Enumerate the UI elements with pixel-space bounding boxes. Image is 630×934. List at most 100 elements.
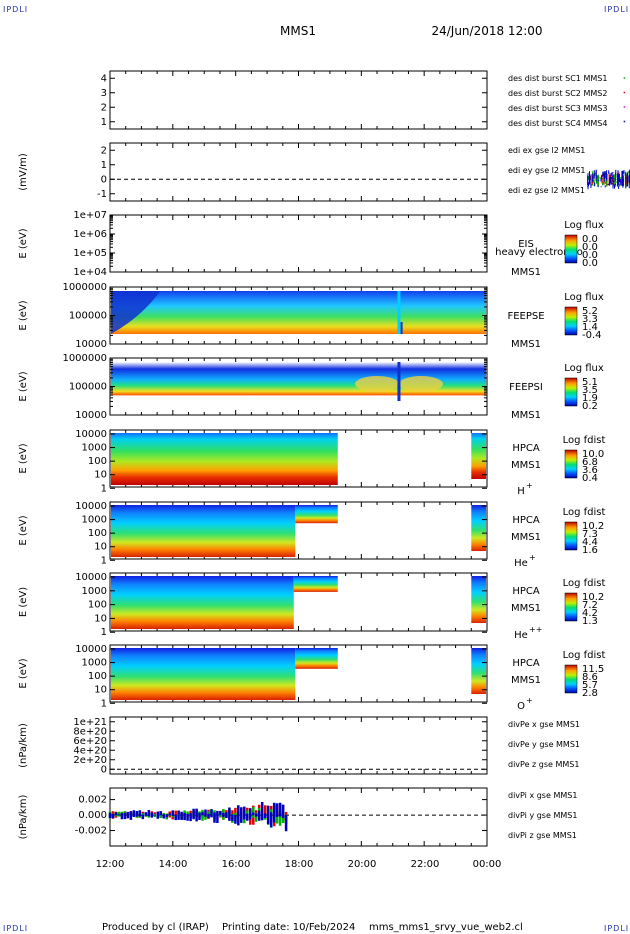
species-label: He [514, 558, 528, 569]
colorbar-tick-label: 5.1 [582, 377, 598, 388]
colorbar-tick-label: 4.2 [582, 608, 598, 619]
instrument-label: FEEPSI [509, 382, 543, 393]
plot-title: MMS1 [280, 24, 316, 38]
panel-burst: 1 2 3 4 des dist burst SC1 MMS1 des dist burs… [101, 70, 626, 130]
spectrogram-hpca_he2-tail [293, 576, 338, 592]
y-tick-label: 100 [88, 456, 107, 467]
panel-hpca_h: 10000 1000 100 10 1 E (eV) HPCA MMS1 H+ Log fdist… [18, 429, 605, 497]
instrument-label: EIS [518, 239, 534, 250]
burst-flag-mark [623, 120, 626, 123]
burst-flag-mark [623, 77, 626, 79]
instrument-label: FEEPSE [507, 311, 544, 322]
legend-entry: divPi y gse MMS1 [508, 811, 577, 820]
legend-entry: des dist burst SC3 MMS3 [508, 104, 607, 113]
panel-frame [109, 70, 488, 130]
legend-entry: edi ey gse l2 MMS1 [508, 166, 586, 175]
y-tick-label: 1000 [82, 658, 107, 669]
y-tick-label: 4 [101, 73, 107, 84]
y-tick-label: 100000 [69, 382, 107, 393]
y-axis-label: (nPa/km) [18, 795, 29, 840]
colorbar-tick-label: 3.3 [582, 314, 598, 325]
spectrogram-feepse-low [111, 291, 161, 334]
footer-script-name: mms_mms1_srvy_vue_web2.cl [369, 922, 523, 933]
y-tick-label: 10000 [75, 501, 107, 512]
corner-label-top-right: IPDLI [604, 5, 630, 14]
spectrogram-feepsi-stripe [397, 362, 401, 401]
footer-printing-date: Printing date: 10/Feb/2024 [222, 922, 355, 933]
spectrogram-hpca_o-tail [295, 648, 338, 669]
species-label: He [514, 630, 528, 641]
legend-entry: divPe y gse MMS1 [508, 740, 580, 749]
spacecraft-label: MMS1 [511, 460, 541, 471]
y-tick-label: 1000000 [62, 353, 107, 364]
x-tick-label: 12:00 [96, 859, 125, 870]
colorbar-tick-label: 4.4 [582, 537, 598, 548]
panel-frame [109, 214, 488, 273]
colorbar-tick-label: 1.3 [582, 616, 598, 627]
spectrogram-feepsi-blob [399, 376, 444, 392]
panel-feepse: 1000000 100000 10000 E (eV) FEEPSE MMS1 Log fl… [18, 282, 604, 350]
colorbar-title: Log flux [564, 220, 604, 231]
colorbar-tick-label: 8.6 [582, 672, 598, 683]
y-tick-label: 10 [94, 613, 107, 624]
spacecraft-label: MMS1 [511, 603, 541, 614]
legend-entry: divPe x gse MMS1 [508, 720, 580, 729]
colorbar-tick-label: 1.6 [582, 545, 598, 556]
species-charge: ++ [529, 625, 542, 634]
instrument-label: HPCA [512, 586, 540, 597]
colorbar-title: Log flux [564, 363, 604, 374]
y-tick-label: 1 [101, 117, 107, 128]
y-tick-label: 1e+04 [73, 267, 107, 278]
spectrogram-hpca_o-end [471, 648, 486, 694]
colorbar-tick-label: 11.5 [582, 664, 604, 675]
colorbar [564, 306, 578, 336]
burst-flag-mark [623, 91, 626, 94]
colorbar-tick-label: 0.0 [582, 258, 598, 269]
corner-label-bottom-right: IPDLI [604, 924, 630, 933]
y-tick-label: 1e+06 [73, 229, 107, 240]
x-tick-label: 20:00 [348, 859, 377, 870]
spectrogram-hpca_he2-end [471, 576, 486, 623]
spectrogram-feepse-stripe [400, 322, 403, 334]
colorbar-title: Log fdist [563, 507, 606, 518]
colorbar-tick-label: 3.6 [582, 465, 598, 476]
species-charge: + [529, 553, 536, 562]
colorbar [564, 592, 578, 622]
y-tick-label: 1e+21 [73, 717, 107, 728]
y-tick-label: 3 [101, 88, 107, 99]
x-tick-label: 22:00 [411, 859, 440, 870]
y-tick-label: 0 [101, 174, 107, 185]
spectrogram-feepse-stripe [397, 291, 401, 334]
spacecraft-label: MMS1 [511, 267, 541, 278]
y-axis-label: (nPa/km) [18, 723, 29, 768]
y-axis-label: (mV/m) [18, 153, 29, 191]
spacecraft-label: MMS1 [511, 339, 541, 350]
y-tick-label: 100000 [69, 311, 107, 322]
y-tick-label: 0.000 [78, 810, 107, 821]
y-axis-label: E (eV) [18, 587, 29, 617]
legend-entry: des dist burst SC2 MMS2 [508, 89, 607, 98]
colorbar-title: Log fdist [563, 435, 606, 446]
y-tick-label: 10 [94, 542, 107, 553]
y-tick-label: -0.002 [75, 826, 107, 837]
y-tick-label: 1000 [82, 515, 107, 526]
y-tick-label: 10 [94, 470, 107, 481]
colorbar-tick-label: 1.4 [582, 322, 598, 333]
spacecraft-label: MMS1 [511, 675, 541, 686]
spectrogram-hpca_h-end [471, 433, 486, 479]
spectrogram-hpca_he1-end [471, 505, 486, 551]
colorbar-tick-label: 0.0 [582, 234, 598, 245]
burst-flag-mark [623, 106, 626, 108]
y-tick-label: 0.002 [78, 795, 107, 806]
legend-entry: edi ez gse l2 MMS1 [508, 186, 585, 195]
spacecraft-label: MMS1 [511, 410, 541, 421]
y-axis-label: E (eV) [18, 228, 29, 258]
colorbar-tick-label: 5.7 [582, 680, 598, 691]
y-tick-label: 0 [101, 764, 107, 775]
instrument-label: HPCA [512, 658, 540, 669]
spacecraft-label: MMS1 [511, 532, 541, 543]
colorbar-title: Log flux [564, 292, 604, 303]
colorbar-tick-label: -0.4 [582, 330, 602, 341]
panel-hpca_he2: 10000 1000 100 10 1 E (eV) HPCA MMS1 He++ Log fdi… [18, 572, 605, 641]
colorbar-tick-label: 7.3 [582, 529, 598, 540]
